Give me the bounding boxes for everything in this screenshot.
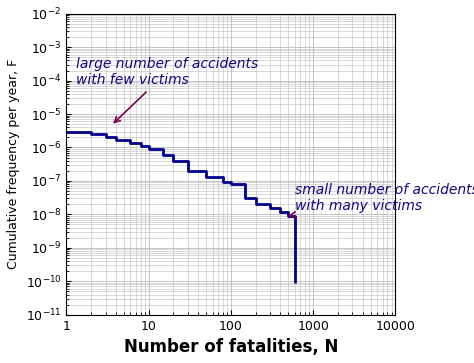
X-axis label: Number of fatalities, N: Number of fatalities, N (124, 338, 338, 356)
Text: large number of accidents
with few victims: large number of accidents with few victi… (76, 57, 258, 122)
Text: small number of accidents
with many victims: small number of accidents with many vict… (289, 183, 474, 217)
Y-axis label: Cumulative frequency per year, F: Cumulative frequency per year, F (7, 59, 20, 269)
